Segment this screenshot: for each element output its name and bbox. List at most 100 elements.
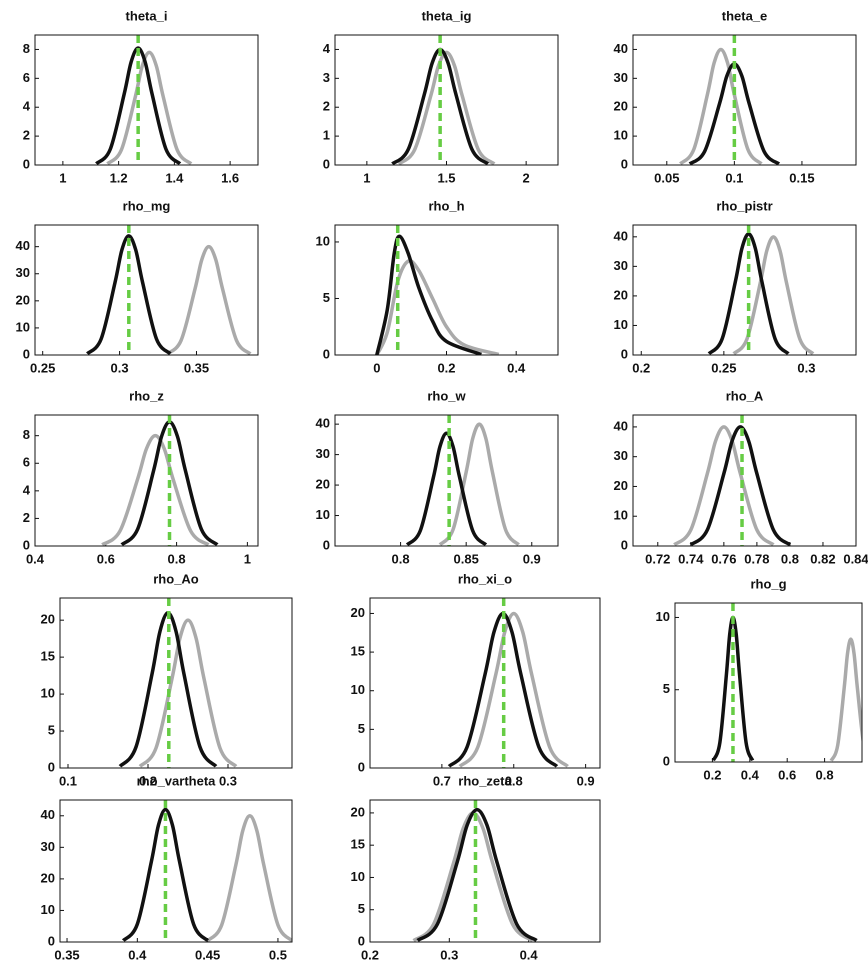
y-tick-label: 10 <box>614 317 628 332</box>
y-tick-label: 40 <box>41 807 55 822</box>
x-tick-label: 0.8 <box>505 773 523 788</box>
plot-area <box>711 603 862 762</box>
axes-frame <box>369 597 601 769</box>
y-tick-label: 3 <box>323 70 330 85</box>
x-tick-label: 0.9 <box>577 773 595 788</box>
x-tick-label: 0.1 <box>725 170 743 185</box>
y-tick-label: 30 <box>614 70 628 85</box>
x-tick-label: 0.4 <box>26 551 45 566</box>
axes-frame <box>334 414 559 547</box>
y-tick-label: 15 <box>351 837 365 852</box>
y-tick-label: 0 <box>621 537 628 552</box>
panel-title: rho_xi_o <box>458 571 512 586</box>
plot-area <box>121 800 292 942</box>
y-tick-label: 10 <box>656 609 670 624</box>
density-curve <box>121 807 209 942</box>
y-tick-label: 4 <box>323 41 331 56</box>
density-curve <box>673 425 775 546</box>
density-curve <box>405 431 488 546</box>
x-tick-label: 1 <box>59 170 66 185</box>
y-tick-label: 20 <box>351 804 365 819</box>
density-curve <box>138 618 238 768</box>
x-tick-label: 1 <box>363 170 370 185</box>
panel: rho_h 0 5 10 0 0.2 0.4 <box>316 198 559 375</box>
y-tick-label: 0 <box>358 933 365 948</box>
y-tick-label: 20 <box>316 477 330 492</box>
x-tick-label: 0.72 <box>645 551 670 566</box>
y-tick-label: 20 <box>41 870 55 885</box>
x-tick-label: 1.4 <box>165 170 184 185</box>
x-tick-label: 0.35 <box>54 947 79 962</box>
x-tick-label: 1.6 <box>221 170 239 185</box>
x-tick-label: 0.82 <box>810 551 835 566</box>
y-tick-label: 20 <box>16 292 30 307</box>
density-curve <box>438 422 520 546</box>
panel: rho_A 0 10 20 30 40 0.72 0.74 0.76 0.78 0.8 0.82 0.8… <box>614 388 868 566</box>
x-tick-label: 0.2 <box>139 773 157 788</box>
y-tick-label: 0 <box>23 346 30 361</box>
x-tick-label: 0.25 <box>711 360 736 375</box>
y-tick-label: 30 <box>41 839 55 854</box>
plot-area <box>86 225 252 355</box>
y-tick-label: 20 <box>351 605 365 620</box>
y-tick-label: 6 <box>23 70 30 85</box>
x-tick-label: 0.3 <box>219 773 237 788</box>
density-curve <box>416 807 538 942</box>
x-tick-label: 0.6 <box>97 551 115 566</box>
x-tick-label: 0.25 <box>30 360 55 375</box>
y-tick-label: 0 <box>48 933 55 948</box>
y-tick-label: 2 <box>23 128 30 143</box>
panel-title: rho_w <box>427 388 466 403</box>
panel-title: rho_z <box>129 388 164 403</box>
panel: rho_g 0 5 10 0.2 0.4 0.6 0.8 <box>656 576 863 782</box>
x-tick-label: 0.3 <box>797 360 815 375</box>
y-tick-label: 6 <box>23 455 30 470</box>
y-tick-label: 20 <box>41 612 55 627</box>
y-tick-label: 10 <box>41 686 55 701</box>
panel: rho_vartheta 0 10 20 30 40 0.35 0.4 0.45 0.5 <box>41 773 293 962</box>
panel: theta_ig 0 1 2 3 4 1 1.5 2 <box>323 8 559 185</box>
density-curve <box>375 234 482 355</box>
y-tick-label: 40 <box>614 418 628 433</box>
y-tick-label: 15 <box>351 644 365 659</box>
x-tick-label: 0.85 <box>454 551 479 566</box>
density-curve <box>206 814 292 942</box>
panel-title: theta_e <box>722 8 768 23</box>
panel-title: rho_pistr <box>716 198 772 213</box>
x-tick-label: 0.74 <box>678 551 704 566</box>
x-tick-label: 0.4 <box>128 947 147 962</box>
x-tick-label: 0.8 <box>781 551 799 566</box>
plot-area <box>95 35 193 165</box>
y-tick-label: 40 <box>614 41 628 56</box>
x-tick-label: 0.5 <box>269 947 287 962</box>
panel-title: theta_i <box>126 8 168 23</box>
y-tick-label: 10 <box>41 902 55 917</box>
plot-area <box>375 225 500 355</box>
y-tick-label: 0 <box>323 537 330 552</box>
panel-title: rho_Ao <box>153 571 199 586</box>
y-tick-label: 0 <box>323 346 330 361</box>
x-tick-label: 0.8 <box>168 551 186 566</box>
axes-frame <box>369 799 601 943</box>
plot-area <box>447 598 569 768</box>
y-tick-label: 20 <box>614 287 628 302</box>
y-tick-label: 20 <box>614 99 628 114</box>
plot-area <box>679 35 781 165</box>
y-tick-label: 8 <box>23 427 30 442</box>
panel: rho_z 0 2 4 6 8 0.4 0.6 0.8 1 <box>23 388 259 566</box>
x-tick-label: 1 <box>244 551 251 566</box>
panel: theta_e 0 10 20 30 40 0.05 0.1 0.15 <box>614 8 857 185</box>
x-tick-label: 0.6 <box>778 767 796 782</box>
x-tick-label: 0.2 <box>703 767 721 782</box>
y-tick-label: 2 <box>23 510 30 525</box>
density-curve <box>86 234 172 355</box>
panel-title: rho_A <box>726 388 764 403</box>
y-tick-label: 0 <box>23 156 30 171</box>
y-tick-label: 20 <box>614 478 628 493</box>
axes-frame <box>59 597 293 769</box>
panel-title: rho_zeta <box>458 773 512 788</box>
axes-frame <box>632 34 857 166</box>
y-tick-label: 5 <box>358 901 365 916</box>
x-tick-label: 0.7 <box>433 773 451 788</box>
x-tick-label: 0.4 <box>507 360 526 375</box>
